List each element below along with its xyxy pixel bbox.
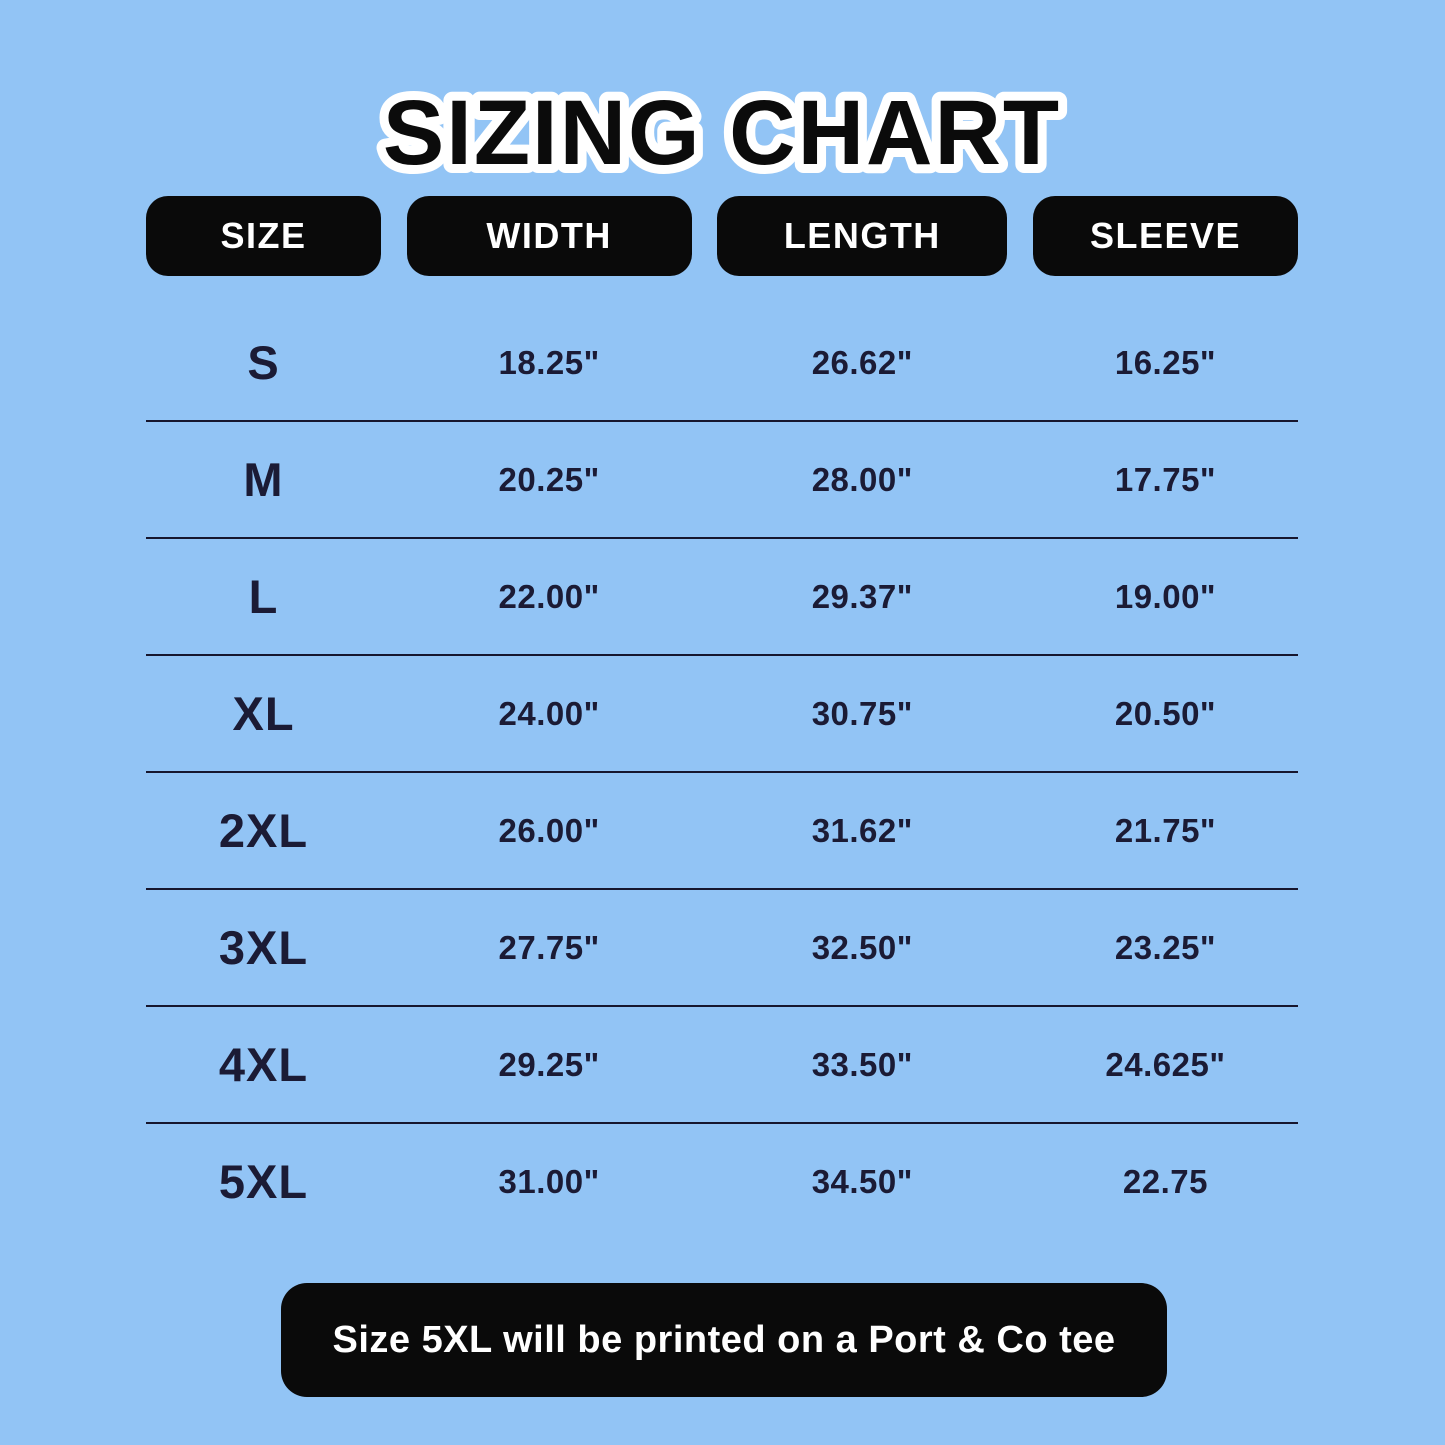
length-value: 32.50" [811, 928, 913, 966]
sleeve-value: 23.25" [1114, 928, 1217, 966]
footnote-pill: Size 5XL will be printed on a Port & Co … [281, 1283, 1167, 1397]
size-table: S 18.25" 26.62" 16.25" M 20.25" 28.00" 1… [146, 305, 1298, 1239]
width-value: 31.00" [498, 1162, 600, 1200]
table-row: 5XL 31.00" 34.50" 22.75 [146, 1124, 1298, 1239]
sleeve-value: 19.00" [1114, 577, 1217, 615]
length-value: 34.50" [811, 1162, 913, 1200]
table-row: 4XL 29.25" 33.50" 24.625" [146, 1007, 1298, 1124]
table-row: XL 24.00" 30.75" 20.50" [146, 656, 1298, 773]
header-pill-sleeve: SLEEVE [1032, 196, 1298, 276]
header-pill-size: SIZE [146, 196, 381, 276]
width-value: 27.75" [498, 928, 600, 966]
page-title-wrap: SIZING CHART [0, 52, 1445, 202]
width-value: 20.25" [498, 460, 600, 498]
sleeve-value: 24.625" [1105, 1045, 1226, 1083]
size-label: XL [232, 687, 295, 740]
table-row: M 20.25" 28.00" 17.75" [146, 422, 1298, 539]
length-value: 29.37" [811, 577, 913, 615]
sleeve-value: 21.75" [1114, 811, 1217, 849]
width-value: 24.00" [498, 694, 600, 732]
header-pill-length: LENGTH [717, 196, 1008, 276]
length-value: 31.62" [811, 811, 913, 849]
length-value: 26.62" [811, 343, 913, 381]
length-value: 28.00" [811, 460, 913, 498]
size-label: 4XL [218, 1038, 309, 1091]
sleeve-value: 16.25" [1114, 343, 1217, 381]
page-title: SIZING CHART [383, 82, 1061, 184]
size-label: 5XL [218, 1155, 309, 1208]
width-value: 22.00" [498, 577, 600, 615]
width-value: 18.25" [498, 343, 600, 381]
header-pill-width: WIDTH [406, 196, 692, 276]
width-value: 29.25" [498, 1045, 600, 1083]
size-label: M [243, 453, 284, 506]
table-row: L 22.00" 29.37" 19.00" [146, 539, 1298, 656]
size-label: L [248, 570, 279, 623]
size-label: S [247, 336, 280, 389]
sleeve-value: 22.75 [1122, 1162, 1209, 1200]
table-row: S 18.25" 26.62" 16.25" [146, 305, 1298, 422]
width-value: 26.00" [498, 811, 600, 849]
table-row: 3XL 27.75" 32.50" 23.25" [146, 890, 1298, 1007]
length-value: 33.50" [811, 1045, 913, 1083]
size-label: 3XL [218, 921, 309, 974]
table-row: 2XL 26.00" 31.62" 21.75" [146, 773, 1298, 890]
size-label: 2XL [218, 804, 309, 857]
sleeve-value: 17.75" [1114, 460, 1217, 498]
length-value: 30.75" [811, 694, 913, 732]
table-header-row: SIZE WIDTH LENGTH SLEEVE [146, 196, 1298, 276]
sleeve-value: 20.50" [1114, 694, 1217, 732]
